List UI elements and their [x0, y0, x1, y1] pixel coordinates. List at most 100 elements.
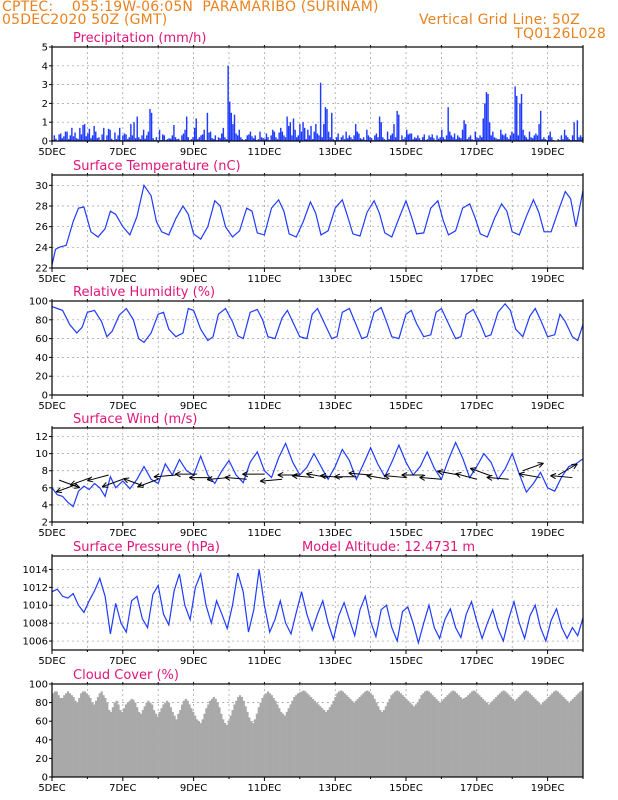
precipitation-bar [259, 131, 261, 141]
cloud_cover-bar [109, 711, 113, 777]
precipitation-bar [213, 139, 215, 141]
cloud_cover-bar [57, 695, 60, 777]
cloud_cover-bar [250, 721, 253, 777]
y-tick-label: 4 [42, 500, 48, 511]
cloud_cover-bar [177, 713, 180, 777]
wind-arrow-head [383, 475, 390, 480]
cloud_cover-bar [538, 702, 541, 777]
precipitation-bar [152, 138, 154, 141]
cloud_cover-bar [474, 691, 477, 777]
precipitation-bar [568, 139, 571, 141]
cloud_cover-bar [513, 700, 516, 777]
precipitation-bar [342, 135, 344, 141]
cloud_cover-bar [523, 691, 526, 777]
precipitation-bar [295, 137, 298, 141]
cloud_cover-bar [386, 702, 389, 777]
precipitation-bar [460, 138, 462, 141]
cloud_cover-bar [173, 715, 176, 777]
precipitation-bar [394, 137, 397, 141]
cloud_cover-bar [418, 698, 421, 777]
cloud_cover-bar [179, 710, 182, 777]
cloud_cover-bar [138, 711, 141, 777]
precipitation-bar [177, 138, 180, 141]
precipitation-bar [315, 124, 317, 141]
precipitation-bar [209, 131, 212, 141]
wind-arrow [87, 474, 109, 482]
wind-arrow [260, 478, 283, 482]
precipitation-bar [69, 135, 71, 141]
wind-arrow-head [87, 476, 93, 482]
y-tick-label: 4 [42, 61, 48, 72]
precipitation-bar [487, 94, 489, 141]
y-tick-label: 40 [35, 735, 48, 746]
precipitation-bar [366, 129, 368, 141]
cloud_cover-bar [476, 693, 479, 777]
wind-arrow-head [455, 473, 461, 478]
precipitation-bar [517, 135, 520, 141]
precipitation-bar [335, 137, 338, 141]
cloud_cover-bar [117, 704, 120, 777]
precipitation-bar [498, 139, 500, 141]
precipitation-bar [162, 134, 164, 141]
wind-arrow-head [189, 474, 195, 479]
wind-arrow-head [320, 475, 326, 480]
cloud_cover-bar [339, 690, 343, 777]
precipitation-bar [457, 135, 459, 141]
cloud_cover-bar [238, 695, 242, 777]
precipitation-bar [506, 137, 508, 141]
cloud_cover-bar [495, 697, 498, 777]
precipitation-bar [168, 138, 170, 141]
cloud_cover-bar [220, 713, 223, 777]
precipitation-bar [238, 129, 241, 141]
x-tick-label: 11DEC [248, 401, 282, 412]
cloud_cover-bar [306, 693, 309, 777]
cloud_cover-bar [326, 710, 330, 777]
precipitation-bar [118, 127, 121, 141]
x-tick-label: 13DEC [318, 274, 352, 285]
precipitation-bar [289, 122, 292, 141]
precipitation-bar [252, 138, 255, 141]
cloud_cover-bar [551, 693, 554, 777]
wind-arrow [58, 479, 80, 489]
precipitation-bar [221, 133, 223, 141]
precipitation-bar [246, 135, 248, 141]
cloud_cover-bar [295, 695, 298, 777]
precipitation-bar [375, 133, 378, 141]
cloud_cover-bar [276, 704, 279, 777]
cloud_cover-bar [410, 704, 414, 777]
precipitation-bar [541, 139, 543, 141]
x-tick-label: 17DEC [460, 528, 494, 539]
wind-arrow [522, 462, 544, 472]
y-tick-label: 6 [42, 483, 48, 494]
precipitation-bar [111, 138, 113, 141]
precipitation-bar [233, 114, 236, 141]
precipitation-bar [200, 135, 202, 141]
precipitation-bar [264, 139, 266, 141]
cloud_cover-bar [87, 695, 90, 777]
precipitation-bar [225, 139, 228, 141]
cloud_cover-bar [461, 698, 464, 777]
precipitation-bar [423, 134, 425, 141]
cloud_cover-bar [508, 695, 511, 777]
cloud_cover-bar [246, 711, 249, 777]
cloud_cover-bar [257, 707, 260, 777]
x-tick-label: 9DEC [180, 656, 207, 667]
x-tick-label: 19DEC [531, 656, 565, 667]
x-tick-label: 13DEC [318, 528, 352, 539]
y-tick-label: 1014 [23, 565, 48, 576]
cloud_cover-bar [351, 700, 354, 777]
cloud_cover-bar [98, 693, 101, 777]
panel-frame [51, 46, 584, 142]
cloud_cover-bar [362, 693, 365, 777]
precipitation-bar [270, 135, 272, 141]
precipitation-bar [544, 139, 547, 141]
cloud_cover-bar [261, 697, 264, 777]
cloud_cover-bar [409, 702, 412, 777]
precipitation-bar [134, 138, 137, 141]
precipitation-bar [288, 125, 290, 141]
station-info: CPTEC: 055:19W-06:05N PARAMARIBO (SURINA… [2, 0, 379, 15]
wind-arrow-head [470, 467, 477, 469]
cloud_cover-bar [369, 693, 373, 777]
precipitation-bar [58, 134, 60, 141]
cloud_cover-bar [581, 690, 584, 777]
